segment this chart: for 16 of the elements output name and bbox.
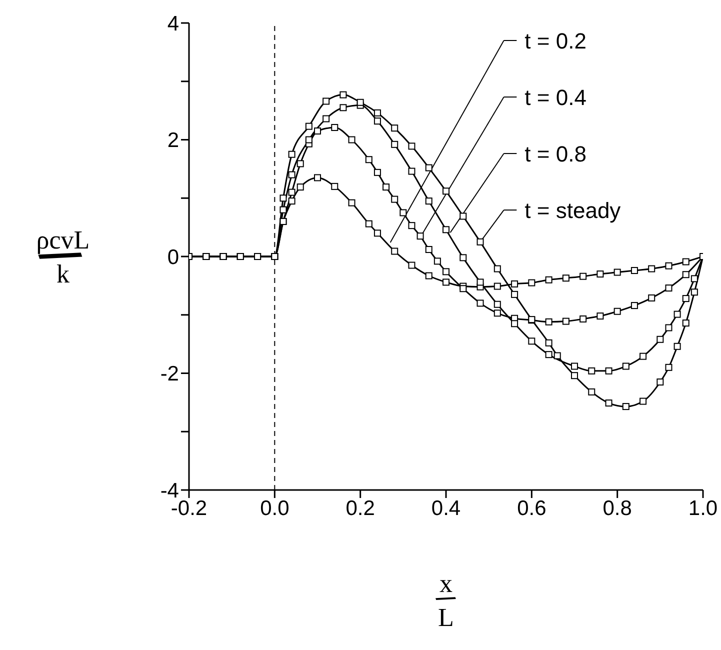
x-axis-title: x/L xyxy=(430,569,462,632)
x-tick-label: 1.0 xyxy=(688,496,718,520)
y-axis-title: ρcvL/k xyxy=(27,226,92,288)
x-tick-label: 0.0 xyxy=(260,496,290,520)
x-tick-label: 0.8 xyxy=(602,496,632,520)
annotation: t = steady xyxy=(524,198,621,224)
y-tick-label: 0 xyxy=(167,246,179,269)
y-tick-label: -2 xyxy=(160,362,179,386)
y-tick-label: 2 xyxy=(167,129,179,152)
x-tick-label: 0.6 xyxy=(517,496,546,520)
x-tick-label: 0.2 xyxy=(346,496,375,520)
annotation: t = 0.8 xyxy=(524,142,586,167)
y-tick-label: 4 xyxy=(167,12,180,36)
annotation: t = 0.2 xyxy=(524,28,586,54)
annotation: t = 0.4 xyxy=(524,85,586,110)
x-tick-label: 0.4 xyxy=(431,496,461,520)
